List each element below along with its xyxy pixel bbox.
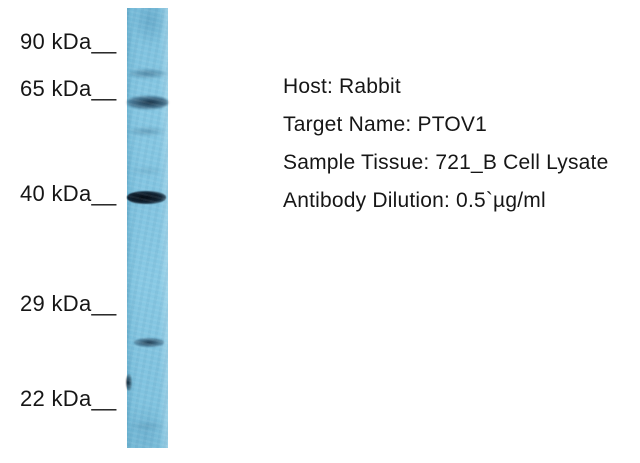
- marker-label-90kda: 90 kDa__: [20, 29, 117, 54]
- band-bottom-trace: [130, 422, 164, 430]
- annotation-block: Host: Rabbit Target Name: PTOV1 Sample T…: [283, 68, 608, 220]
- band-48kda-trace: [131, 167, 163, 175]
- annotation-sample: Sample Tissue: 721_B Cell Lysate: [283, 151, 609, 174]
- marker-label-29kda: 29 kDa__: [20, 291, 117, 316]
- annotation-host: Host: Rabbit: [283, 75, 401, 98]
- marker-label-22kda: 22 kDa__: [20, 386, 117, 411]
- band-26kda-medium: [134, 338, 164, 347]
- blot-lane: [126, 8, 168, 448]
- band-55kda-faint: [129, 127, 165, 136]
- annotation-target: Target Name: PTOV1: [283, 113, 487, 136]
- band-75kda-faint: [129, 69, 166, 78]
- band-40kda-strong: [127, 191, 166, 204]
- annotation-dilution: Antibody Dilution: 0.5`µg/ml: [283, 189, 546, 212]
- marker-label-65kda: 65 kDa__: [20, 76, 117, 101]
- band-65kda-medium: [127, 96, 168, 109]
- marker-label-40kda: 40 kDa__: [20, 181, 117, 206]
- edge-artifact-spot: [126, 374, 132, 391]
